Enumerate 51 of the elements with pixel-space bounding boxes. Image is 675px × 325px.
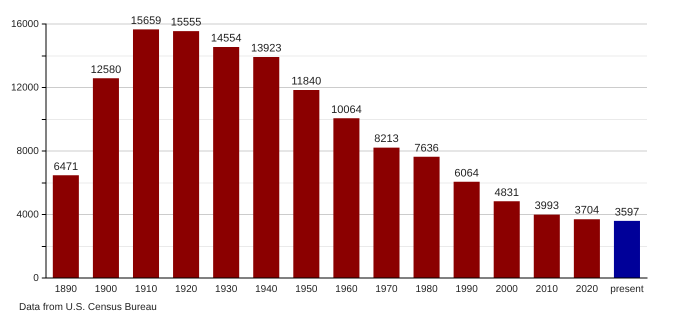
data-label: 3704	[574, 204, 600, 217]
bar	[494, 201, 520, 278]
x-tick-label: 1930	[215, 284, 238, 295]
x-tick-label: 1960	[335, 284, 358, 295]
bar	[373, 148, 400, 278]
data-label: 15555	[170, 16, 202, 29]
data-label: 14554	[210, 32, 242, 44]
x-tick-label: 1900	[94, 284, 118, 295]
y-tick-label: 0	[33, 272, 40, 284]
bar	[132, 29, 160, 278]
x-tick-label: 1990	[456, 284, 478, 295]
x-tick-label: 1980	[415, 284, 438, 295]
data-label: 8213	[374, 133, 399, 146]
x-tick-label: 1940	[255, 284, 278, 295]
bar	[614, 220, 640, 278]
text: Data from U.S. Census Bureau	[19, 302, 157, 313]
bar	[52, 175, 79, 278]
data-label: 4831	[494, 186, 519, 199]
y-tick-label: 8000	[16, 146, 40, 157]
x-tick-label: 1890	[54, 284, 78, 295]
data-label: 10064	[331, 104, 362, 116]
y-tick-label: 4000	[16, 209, 40, 220]
y-tick-label: 16000	[10, 18, 40, 30]
bar	[534, 214, 560, 278]
bar	[213, 46, 240, 278]
x-tick-label: 2010	[536, 284, 558, 295]
bar	[293, 90, 320, 278]
data-label: 6471	[54, 160, 78, 173]
x-tick-label: 2000	[496, 284, 518, 295]
data-label: 13923	[250, 42, 282, 55]
bar	[333, 118, 360, 278]
data-label: 11840	[291, 76, 322, 88]
x-tick-label: 1910	[134, 284, 158, 295]
bar	[92, 78, 119, 278]
data-label: 3993	[534, 200, 560, 212]
data-label: 7636	[414, 142, 439, 154]
bar	[414, 156, 440, 278]
x-tick-label: 2020	[576, 284, 598, 295]
x-tick-label: 1920	[174, 284, 198, 295]
bar	[574, 219, 600, 278]
data-label: 15659	[130, 14, 162, 27]
bar	[454, 182, 480, 278]
bar	[173, 31, 200, 278]
data-label: 6064	[454, 167, 479, 180]
x-tick-label: 1950	[295, 284, 318, 295]
x-tick-label: 1970	[375, 284, 398, 295]
data-label: 3597	[614, 206, 640, 218]
x-tick-label: present	[610, 284, 644, 295]
bar	[253, 56, 280, 278]
data-label: 12580	[90, 64, 122, 76]
y-tick-label: 12000	[10, 82, 40, 94]
